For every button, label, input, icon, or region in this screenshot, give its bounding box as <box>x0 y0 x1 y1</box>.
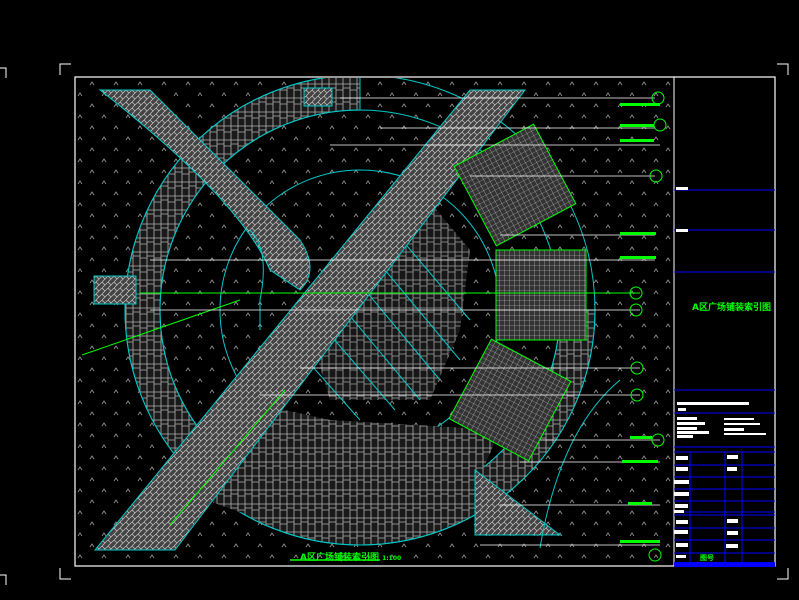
square-pavilion-east <box>495 249 587 341</box>
square-pavilion-south <box>448 338 572 462</box>
triangle-paving <box>474 468 562 536</box>
section-line <box>81 299 241 356</box>
plan-scale: 1:100 <box>382 555 402 562</box>
north-entry <box>303 87 333 107</box>
sheet-label: 图号 <box>700 554 714 562</box>
corner-marks <box>0 63 789 585</box>
plan-caption: A区广场铺装索引图 1:100 <box>300 550 401 563</box>
road-northeast <box>93 89 527 551</box>
title-block <box>674 189 775 565</box>
index-callout-icons <box>629 91 667 562</box>
title-block-drawing-name: A区广场铺装索引图 <box>692 303 771 313</box>
material-tags <box>620 103 660 543</box>
plan-caption-title: A区广场铺装索引图 <box>300 553 379 563</box>
west-entry <box>93 275 137 305</box>
title-block-fields <box>674 187 766 558</box>
drawing-frame <box>74 76 776 567</box>
plan-view <box>76 78 673 565</box>
